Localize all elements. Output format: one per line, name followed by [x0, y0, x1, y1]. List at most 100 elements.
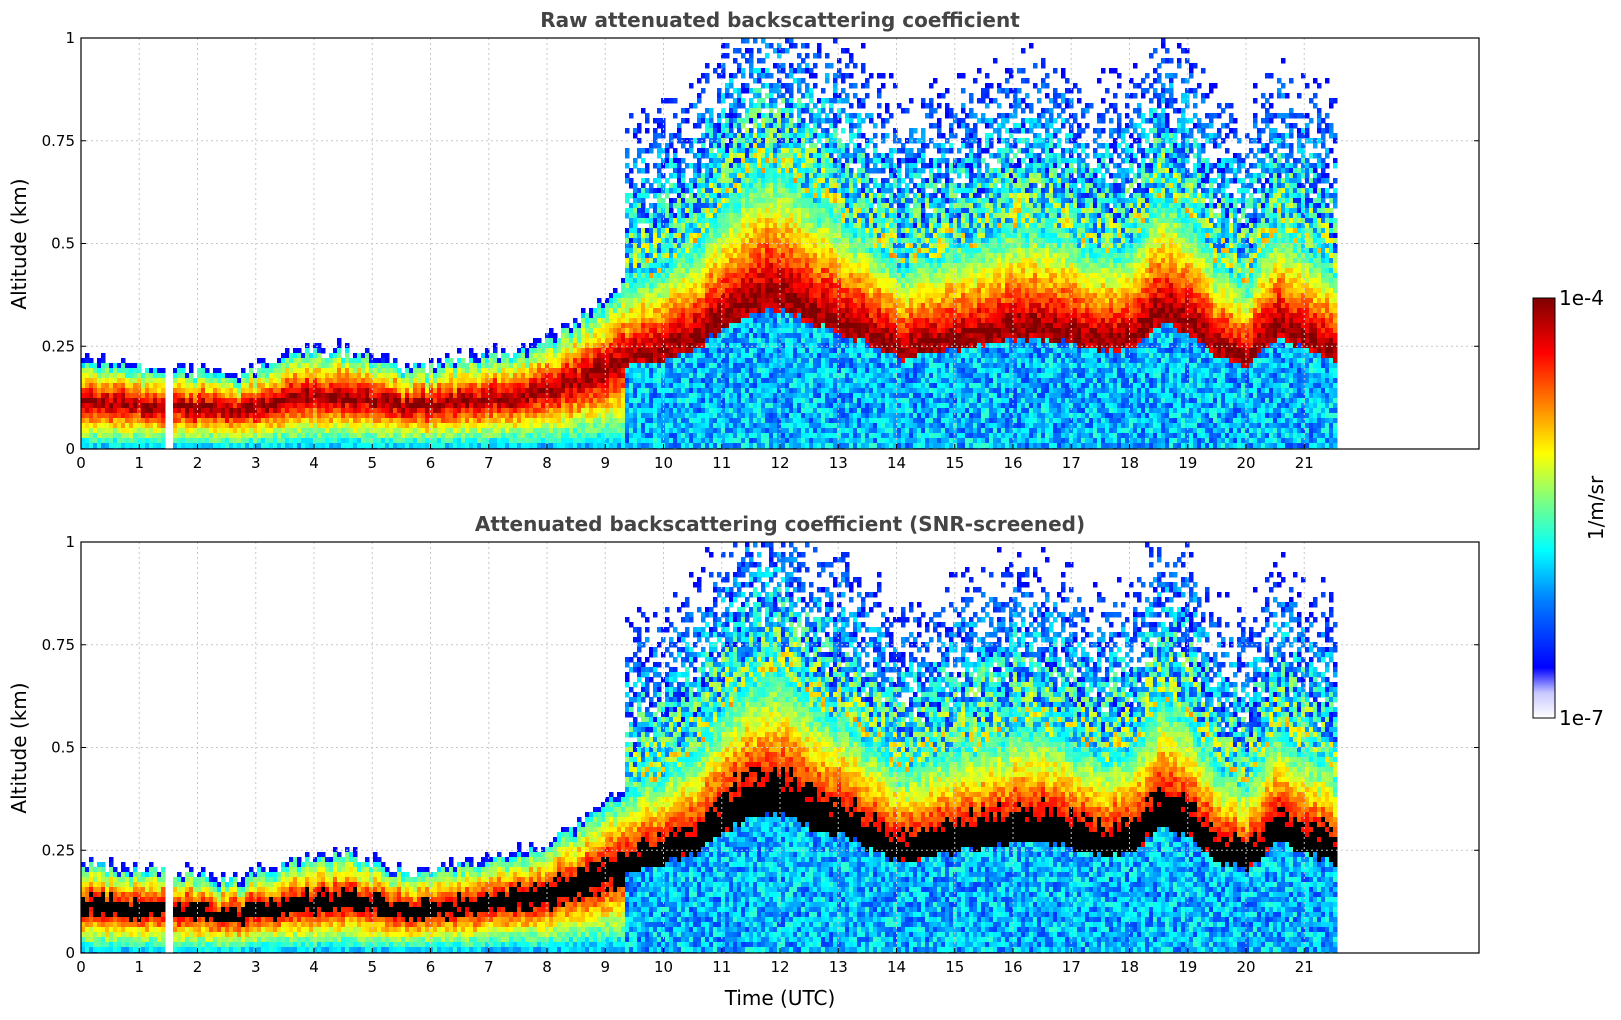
- heatmap-cell: [717, 233, 722, 239]
- heatmap-cell: [625, 318, 630, 324]
- heatmap-cell: [509, 438, 514, 444]
- heatmap-cell: [673, 223, 678, 229]
- heatmap-cell: [265, 433, 270, 439]
- heatmap-cell: [233, 388, 238, 394]
- heatmap-cell: [697, 213, 702, 219]
- heatmap-cell: [141, 418, 146, 424]
- heatmap-cell: [361, 393, 366, 399]
- heatmap-cell: [689, 243, 694, 249]
- heatmap-cell: [509, 423, 514, 429]
- heatmap-cell: [297, 388, 302, 394]
- heatmap-cell: [737, 93, 742, 99]
- heatmap-cell: [609, 433, 614, 439]
- heatmap-cell: [381, 393, 386, 399]
- heatmap-cell: [741, 143, 746, 149]
- heatmap-cell: [305, 423, 310, 429]
- heatmap-cell: [741, 158, 746, 164]
- heatmap-cell: [665, 203, 670, 209]
- heatmap-cell: [637, 298, 642, 304]
- heatmap-cell: [641, 368, 646, 374]
- heatmap-cell: [301, 428, 306, 434]
- heatmap-cell: [469, 368, 474, 374]
- heatmap-cell: [93, 418, 98, 424]
- heatmap-cell: [469, 418, 474, 424]
- heatmap-cell: [557, 418, 562, 424]
- heatmap-cell: [629, 428, 634, 434]
- heatmap-cell: [225, 408, 230, 414]
- heatmap-cell: [157, 413, 162, 419]
- heatmap-cell: [705, 228, 710, 234]
- heatmap-cell: [685, 293, 690, 299]
- heatmap-cell: [697, 358, 702, 364]
- heatmap-cell: [573, 323, 578, 329]
- heatmap-cell: [629, 388, 634, 394]
- heatmap-cell: [725, 223, 730, 229]
- heatmap-cell: [201, 398, 206, 404]
- heatmap-cell: [537, 388, 542, 394]
- heatmap-cell: [489, 423, 494, 429]
- heatmap-cell: [741, 278, 746, 284]
- heatmap-cell: [741, 428, 746, 434]
- heatmap-cell: [557, 403, 562, 409]
- heatmap-cell: [709, 113, 714, 119]
- heatmap-cell: [209, 373, 214, 379]
- heatmap-cell: [677, 298, 682, 304]
- heatmap-cell: [673, 443, 678, 449]
- heatmap-cell: [729, 213, 734, 219]
- heatmap-cell: [709, 363, 714, 369]
- heatmap-cell: [693, 263, 698, 269]
- heatmap-cell: [565, 443, 570, 449]
- heatmap-cell: [757, 113, 762, 119]
- heatmap-cell: [117, 418, 122, 424]
- heatmap-cell: [753, 303, 758, 309]
- heatmap-cell: [337, 348, 342, 354]
- heatmap-cell: [225, 403, 230, 409]
- heatmap-cell: [421, 388, 426, 394]
- heatmap-cell: [729, 403, 734, 409]
- heatmap-cell: [753, 38, 758, 44]
- heatmap-cell: [749, 238, 754, 244]
- heatmap-cell: [573, 333, 578, 339]
- heatmap-cell: [705, 243, 710, 249]
- heatmap-cell: [397, 373, 402, 379]
- heatmap-cell: [745, 163, 750, 169]
- heatmap-cell: [717, 243, 722, 249]
- heatmap-cell: [733, 223, 738, 229]
- heatmap-cell: [657, 438, 662, 444]
- heatmap-cell: [601, 333, 606, 339]
- heatmap-cell: [665, 98, 670, 104]
- heatmap-cell: [473, 373, 478, 379]
- heatmap-cell: [577, 353, 582, 359]
- heatmap-cell: [757, 263, 762, 269]
- heatmap-cell: [329, 418, 334, 424]
- heatmap-cell: [345, 423, 350, 429]
- heatmap-cell: [693, 268, 698, 274]
- heatmap-cell: [745, 318, 750, 324]
- heatmap-cell: [121, 363, 126, 369]
- heatmap-cell: [265, 403, 270, 409]
- heatmap-cell: [389, 438, 394, 444]
- heatmap-cell: [137, 368, 142, 374]
- heatmap-cell: [177, 373, 182, 379]
- heatmap-cell: [745, 433, 750, 439]
- heatmap-cell: [549, 433, 554, 439]
- heatmap-cell: [621, 373, 626, 379]
- heatmap-cell: [453, 373, 458, 379]
- heatmap-cell: [629, 443, 634, 449]
- heatmap-cell: [497, 418, 502, 424]
- heatmap-cell: [189, 438, 194, 444]
- heatmap-cell: [141, 398, 146, 404]
- heatmap-cell: [721, 413, 726, 419]
- heatmap-cell: [701, 443, 706, 449]
- heatmap-cell: [361, 383, 366, 389]
- heatmap-cell: [537, 413, 542, 419]
- heatmap-cell: [109, 423, 114, 429]
- heatmap-cell: [661, 158, 666, 164]
- heatmap-cell: [261, 403, 266, 409]
- heatmap-cell: [109, 373, 114, 379]
- heatmap-cell: [661, 438, 666, 444]
- heatmap-cell: [685, 233, 690, 239]
- heatmap-cell: [621, 393, 626, 399]
- heatmap-cell: [725, 148, 730, 154]
- heatmap-cell: [89, 388, 94, 394]
